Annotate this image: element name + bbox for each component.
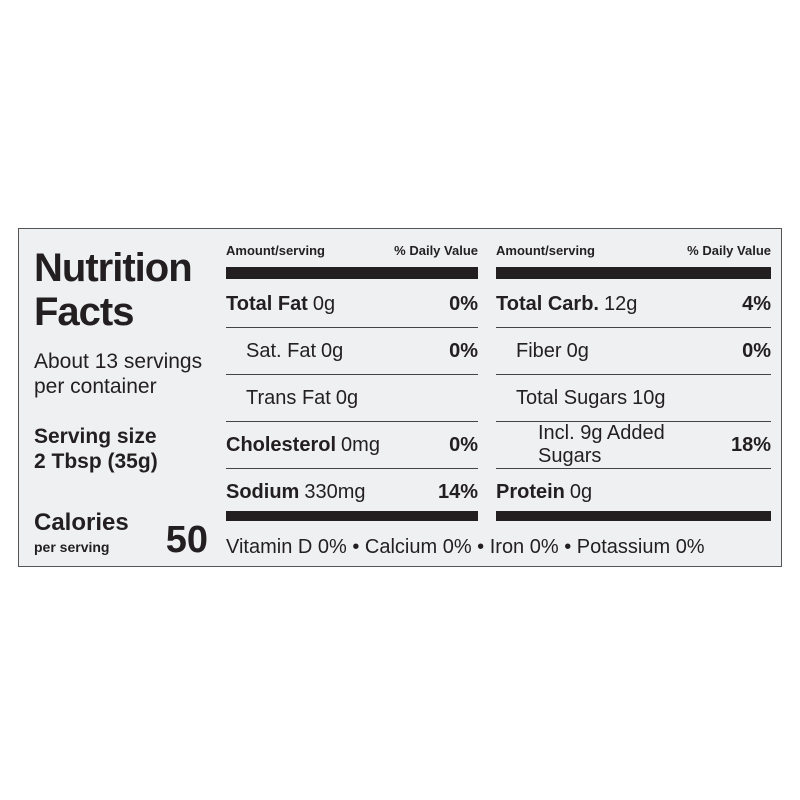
nutrient: Fiber: [516, 339, 562, 362]
row: Total Carb. 12g 4%: [496, 281, 771, 328]
row: Protein 0g: [496, 469, 771, 515]
row: Cholesterol 0mg 0%: [226, 422, 478, 469]
nutrient: Sodium: [226, 480, 300, 503]
row: Fiber 0g 0%: [496, 328, 771, 375]
column: Amount/serving% Daily Value Total Fat 0g 0…: [226, 229, 478, 529]
amount: 0mg: [341, 433, 380, 456]
nutrient: Sat. Fat: [246, 339, 317, 362]
header-dv: % Daily Value: [394, 243, 478, 258]
dv: 14%: [437, 480, 478, 503]
amount: 0g: [335, 386, 359, 409]
thick-bar: [226, 511, 478, 521]
nutrient: Protein: [496, 480, 565, 503]
nutrient: Total Fat: [226, 292, 308, 315]
amount: 0g: [566, 339, 589, 362]
dv: 0%: [449, 433, 478, 456]
thick-bar: [496, 267, 771, 279]
dv: 0%: [449, 292, 478, 315]
calories-value: 50: [165, 519, 208, 561]
row: Sodium 330mg 14%: [226, 469, 478, 515]
dv: 4%: [742, 292, 771, 315]
amount: 0g: [312, 292, 336, 315]
amount: 0g: [569, 480, 593, 503]
nutrient: Trans Fat: [246, 386, 331, 409]
row: Total Fat 0g 0%: [226, 281, 478, 328]
row: Sat. Fat 0g 0%: [226, 328, 478, 375]
thick-bar: [496, 511, 771, 521]
dv: 0%: [449, 339, 478, 362]
serving-size-value: 2 Tbsp (35g): [34, 450, 158, 473]
thick-bar: [226, 267, 478, 279]
row: Incl. 9g Added Sugars 18%: [496, 422, 771, 469]
nutrient: Incl. 9g Added Sugars: [538, 422, 665, 467]
row: Total Sugars 10g: [496, 375, 771, 422]
nutrient: Total Sugars: [516, 386, 628, 409]
nutrition-label: Nutrition Facts About 13 servings per co…: [18, 228, 782, 567]
column: Amount/serving% Daily Value Total Carb. 1…: [496, 229, 771, 529]
serving-size-label: Serving size: [34, 425, 157, 448]
servings: About 13 servings per container: [34, 350, 203, 398]
calories-sub: per serving: [34, 539, 110, 555]
serving-size: Serving size 2 Tbsp (35g): [34, 424, 214, 474]
dv: 0%: [742, 339, 771, 362]
footer: Vitamin D 0% • Calcium 0% • Iron 0% • Po…: [226, 536, 705, 558]
amount: 10g: [632, 386, 666, 409]
header-amount: Amount/serving: [496, 243, 595, 258]
dv: 18%: [730, 433, 771, 456]
header-amount: Amount/serving: [226, 243, 325, 258]
amount: 330mg: [304, 480, 366, 503]
title: Nutrition Facts: [34, 246, 193, 334]
calories-label: Calories: [34, 509, 129, 536]
amount: 0g: [321, 339, 344, 362]
amount: 12g: [603, 292, 638, 315]
row: Trans Fat 0g: [226, 375, 478, 422]
nutrient: Total Carb.: [496, 292, 599, 315]
nutrient: Cholesterol: [226, 433, 337, 456]
header-dv: % Daily Value: [687, 243, 771, 258]
